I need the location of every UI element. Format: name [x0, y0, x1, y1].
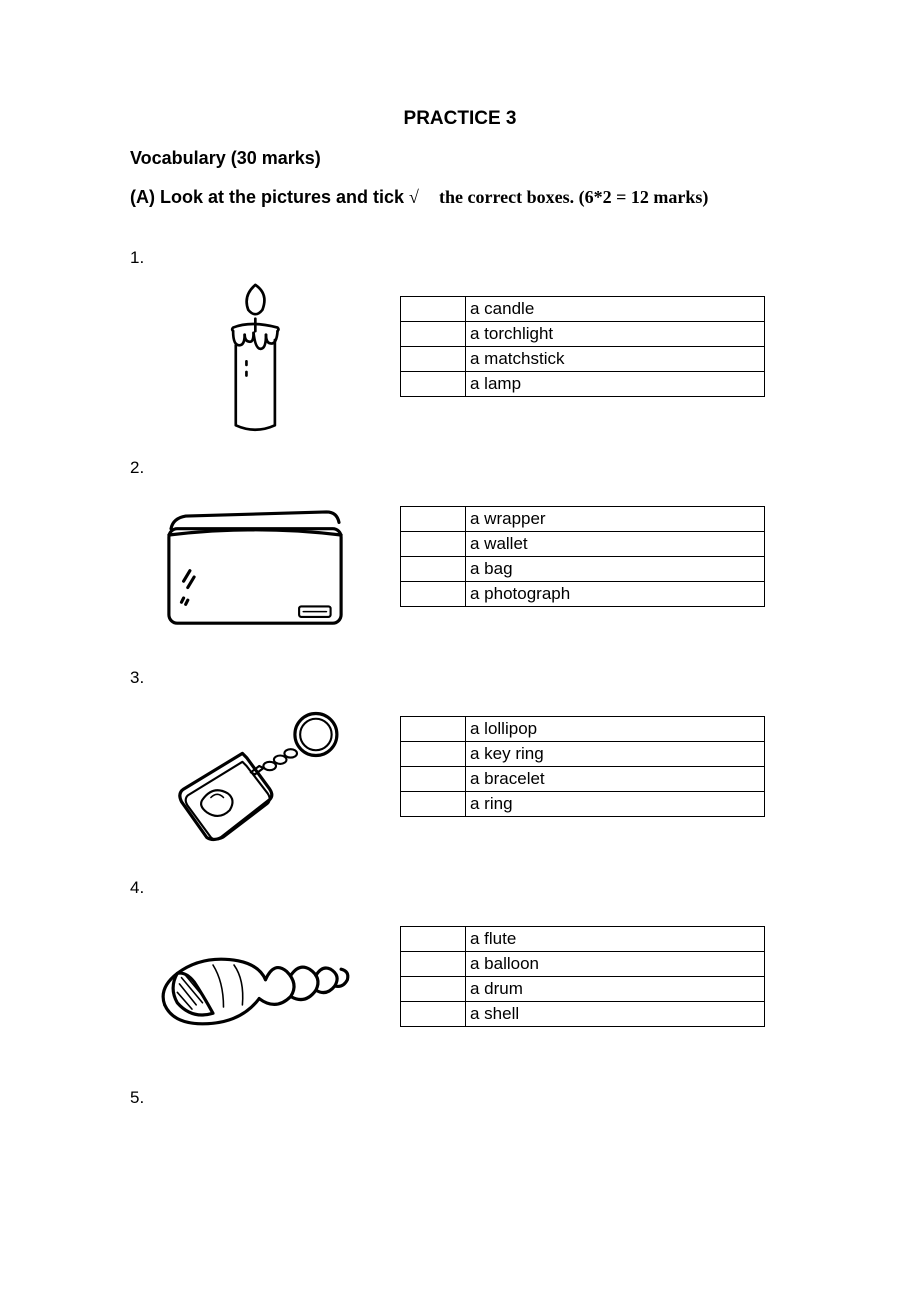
options-table: a lollipop a key ring a bracelet a ring: [400, 716, 765, 817]
checkbox-cell[interactable]: [401, 792, 466, 817]
instruction-suffix: the correct boxes. (6*2 = 12 marks): [439, 187, 708, 207]
options-table: a candle a torchlight a matchstick a lam…: [400, 296, 765, 397]
checkbox-cell[interactable]: [401, 952, 466, 977]
question-number: 1.: [130, 248, 790, 268]
option-label: a wrapper: [466, 507, 765, 532]
checkbox-cell[interactable]: [401, 1002, 466, 1027]
tick-symbol: √: [409, 187, 419, 207]
option-label: a bracelet: [466, 767, 765, 792]
wallet-image: [150, 486, 360, 646]
option-label: a wallet: [466, 532, 765, 557]
checkbox-cell[interactable]: [401, 322, 466, 347]
checkbox-cell[interactable]: [401, 717, 466, 742]
checkbox-cell[interactable]: [401, 927, 466, 952]
question-number: 5.: [130, 1088, 790, 1108]
question-row: a candle a torchlight a matchstick a lam…: [130, 276, 790, 436]
option-label: a flute: [466, 927, 765, 952]
question-row: a lollipop a key ring a bracelet a ring: [130, 696, 790, 856]
options-table: a wrapper a wallet a bag a photograph: [400, 506, 765, 607]
options-table: a flute a balloon a drum a shell: [400, 926, 765, 1027]
checkbox-cell[interactable]: [401, 767, 466, 792]
section-subtitle: Vocabulary (30 marks): [130, 148, 790, 169]
checkbox-cell[interactable]: [401, 297, 466, 322]
option-label: a candle: [466, 297, 765, 322]
option-label: a bag: [466, 557, 765, 582]
checkbox-cell[interactable]: [401, 532, 466, 557]
keyring-image: [150, 696, 360, 856]
checkbox-cell[interactable]: [401, 347, 466, 372]
option-label: a balloon: [466, 952, 765, 977]
question-row: a wrapper a wallet a bag a photograph: [130, 486, 790, 646]
option-label: a shell: [466, 1002, 765, 1027]
page-title: PRACTICE 3: [130, 108, 790, 130]
option-label: a lollipop: [466, 717, 765, 742]
question-number: 2.: [130, 458, 790, 478]
option-label: a key ring: [466, 742, 765, 767]
checkbox-cell[interactable]: [401, 582, 466, 607]
question-row: a flute a balloon a drum a shell: [130, 906, 790, 1066]
option-label: a torchlight: [466, 322, 765, 347]
option-label: a drum: [466, 977, 765, 1002]
shell-image: [150, 906, 360, 1066]
option-label: a matchstick: [466, 347, 765, 372]
question-number: 3.: [130, 668, 790, 688]
checkbox-cell[interactable]: [401, 557, 466, 582]
checkbox-cell[interactable]: [401, 977, 466, 1002]
checkbox-cell[interactable]: [401, 507, 466, 532]
question-number: 4.: [130, 878, 790, 898]
candle-image: [150, 276, 360, 436]
option-label: a ring: [466, 792, 765, 817]
checkbox-cell[interactable]: [401, 372, 466, 397]
worksheet-page: PRACTICE 3 Vocabulary (30 marks) (A) Loo…: [0, 0, 920, 1176]
option-label: a lamp: [466, 372, 765, 397]
instruction-prefix: (A) Look at the pictures and tick: [130, 187, 409, 207]
option-label: a photograph: [466, 582, 765, 607]
instruction-line: (A) Look at the pictures and tick √ the …: [130, 187, 790, 208]
checkbox-cell[interactable]: [401, 742, 466, 767]
